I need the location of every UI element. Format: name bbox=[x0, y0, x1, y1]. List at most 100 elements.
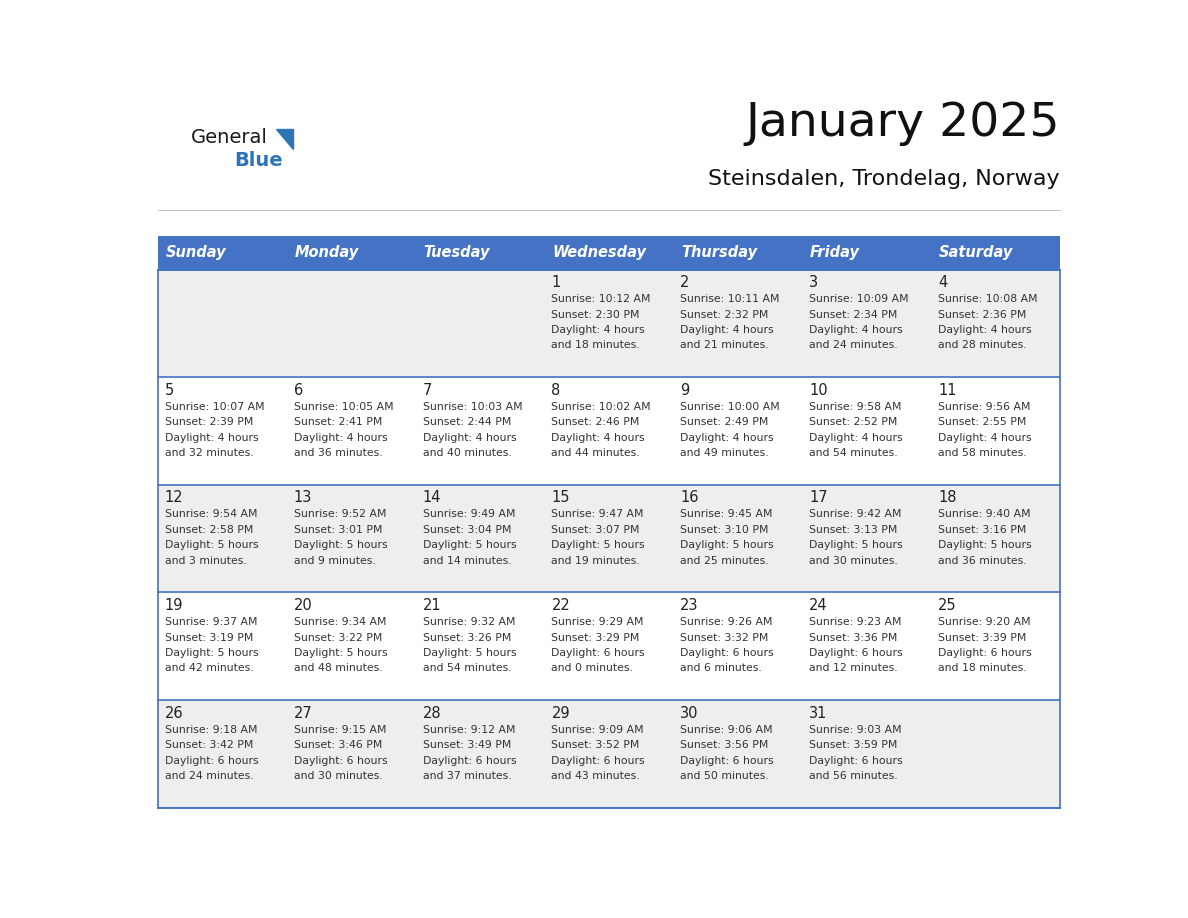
Text: 28: 28 bbox=[423, 706, 441, 721]
Text: Daylight: 5 hours: Daylight: 5 hours bbox=[423, 648, 516, 658]
Text: Sunrise: 9:54 AM: Sunrise: 9:54 AM bbox=[165, 509, 258, 520]
Bar bbox=[931, 485, 1060, 592]
Text: Sunrise: 9:56 AM: Sunrise: 9:56 AM bbox=[939, 402, 1030, 412]
Text: Sunrise: 9:45 AM: Sunrise: 9:45 AM bbox=[681, 509, 772, 520]
Text: Sunset: 2:30 PM: Sunset: 2:30 PM bbox=[551, 309, 640, 319]
Text: Sunset: 2:41 PM: Sunset: 2:41 PM bbox=[293, 418, 383, 427]
Text: and 28 minutes.: and 28 minutes. bbox=[939, 341, 1026, 351]
Text: Sunrise: 10:08 AM: Sunrise: 10:08 AM bbox=[939, 294, 1037, 304]
Text: and 9 minutes.: and 9 minutes. bbox=[293, 555, 375, 565]
Text: 2: 2 bbox=[681, 274, 690, 290]
Bar bbox=[931, 236, 1060, 270]
Text: 17: 17 bbox=[809, 490, 828, 505]
Text: Sunset: 3:13 PM: Sunset: 3:13 PM bbox=[809, 525, 897, 535]
Bar bbox=[286, 485, 416, 592]
Text: and 18 minutes.: and 18 minutes. bbox=[551, 341, 640, 351]
Text: Sunrise: 9:23 AM: Sunrise: 9:23 AM bbox=[809, 617, 902, 627]
Text: 22: 22 bbox=[551, 598, 570, 613]
Text: Sunset: 3:10 PM: Sunset: 3:10 PM bbox=[681, 525, 769, 535]
Polygon shape bbox=[277, 129, 293, 149]
Bar bbox=[931, 377, 1060, 485]
Text: Daylight: 4 hours: Daylight: 4 hours bbox=[293, 432, 387, 442]
Text: and 30 minutes.: and 30 minutes. bbox=[809, 555, 898, 565]
Text: Sunset: 2:46 PM: Sunset: 2:46 PM bbox=[551, 418, 640, 427]
Text: Sunset: 3:19 PM: Sunset: 3:19 PM bbox=[165, 633, 253, 643]
Text: Daylight: 4 hours: Daylight: 4 hours bbox=[551, 432, 645, 442]
Text: Sunset: 3:07 PM: Sunset: 3:07 PM bbox=[551, 525, 640, 535]
Text: Sunrise: 9:06 AM: Sunrise: 9:06 AM bbox=[681, 725, 773, 734]
Text: Daylight: 6 hours: Daylight: 6 hours bbox=[423, 756, 516, 766]
Text: and 49 minutes.: and 49 minutes. bbox=[681, 448, 769, 458]
Text: Friday: Friday bbox=[810, 245, 860, 260]
Bar bbox=[416, 485, 544, 592]
Text: and 21 minutes.: and 21 minutes. bbox=[681, 341, 769, 351]
Text: Sunset: 3:32 PM: Sunset: 3:32 PM bbox=[681, 633, 769, 643]
Text: Sunrise: 9:09 AM: Sunrise: 9:09 AM bbox=[551, 725, 644, 734]
Text: Thursday: Thursday bbox=[681, 245, 757, 260]
Text: 14: 14 bbox=[423, 490, 441, 505]
Text: 31: 31 bbox=[809, 706, 828, 721]
Text: Sunset: 3:39 PM: Sunset: 3:39 PM bbox=[939, 633, 1026, 643]
Text: Sunrise: 9:47 AM: Sunrise: 9:47 AM bbox=[551, 509, 644, 520]
Bar bbox=[158, 377, 286, 485]
Bar bbox=[802, 485, 931, 592]
Bar bbox=[158, 700, 286, 808]
Text: Blue: Blue bbox=[234, 151, 283, 170]
Bar bbox=[544, 270, 674, 377]
Text: and 54 minutes.: and 54 minutes. bbox=[809, 448, 898, 458]
Text: Sunrise: 10:00 AM: Sunrise: 10:00 AM bbox=[681, 402, 781, 412]
Text: 20: 20 bbox=[293, 598, 312, 613]
Bar bbox=[158, 592, 286, 700]
Text: 9: 9 bbox=[681, 383, 689, 397]
Bar bbox=[802, 377, 931, 485]
Bar bbox=[802, 236, 931, 270]
Text: January 2025: January 2025 bbox=[745, 101, 1060, 146]
Text: Daylight: 6 hours: Daylight: 6 hours bbox=[809, 648, 903, 658]
Text: Sunset: 3:01 PM: Sunset: 3:01 PM bbox=[293, 525, 383, 535]
Text: Sunset: 2:32 PM: Sunset: 2:32 PM bbox=[681, 309, 769, 319]
Bar bbox=[674, 592, 802, 700]
Text: Sunrise: 9:18 AM: Sunrise: 9:18 AM bbox=[165, 725, 258, 734]
Text: Sunset: 3:46 PM: Sunset: 3:46 PM bbox=[293, 740, 383, 750]
Bar bbox=[416, 592, 544, 700]
Text: and 24 minutes.: and 24 minutes. bbox=[165, 771, 253, 781]
Text: Daylight: 5 hours: Daylight: 5 hours bbox=[293, 541, 387, 550]
Bar bbox=[544, 377, 674, 485]
Text: 15: 15 bbox=[551, 490, 570, 505]
Bar bbox=[674, 270, 802, 377]
Text: and 18 minutes.: and 18 minutes. bbox=[939, 664, 1026, 673]
Text: Daylight: 6 hours: Daylight: 6 hours bbox=[681, 756, 773, 766]
Text: Daylight: 4 hours: Daylight: 4 hours bbox=[939, 432, 1031, 442]
Text: and 40 minutes.: and 40 minutes. bbox=[423, 448, 511, 458]
Bar bbox=[416, 700, 544, 808]
Text: 13: 13 bbox=[293, 490, 312, 505]
Bar bbox=[158, 236, 286, 270]
Text: Sunrise: 9:32 AM: Sunrise: 9:32 AM bbox=[423, 617, 516, 627]
Text: Sunrise: 10:07 AM: Sunrise: 10:07 AM bbox=[165, 402, 265, 412]
Bar bbox=[931, 592, 1060, 700]
Bar bbox=[802, 592, 931, 700]
Bar bbox=[416, 270, 544, 377]
Text: 11: 11 bbox=[939, 383, 956, 397]
Bar bbox=[416, 377, 544, 485]
Text: and 3 minutes.: and 3 minutes. bbox=[165, 555, 247, 565]
Bar bbox=[931, 700, 1060, 808]
Text: and 36 minutes.: and 36 minutes. bbox=[939, 555, 1026, 565]
Text: and 25 minutes.: and 25 minutes. bbox=[681, 555, 769, 565]
Text: Sunday: Sunday bbox=[165, 245, 226, 260]
Bar bbox=[158, 270, 1060, 808]
Text: Sunset: 2:34 PM: Sunset: 2:34 PM bbox=[809, 309, 897, 319]
Text: Sunset: 2:36 PM: Sunset: 2:36 PM bbox=[939, 309, 1026, 319]
Text: Sunrise: 9:42 AM: Sunrise: 9:42 AM bbox=[809, 509, 902, 520]
Text: Sunrise: 9:29 AM: Sunrise: 9:29 AM bbox=[551, 617, 644, 627]
Text: and 37 minutes.: and 37 minutes. bbox=[423, 771, 511, 781]
Text: Sunset: 2:58 PM: Sunset: 2:58 PM bbox=[165, 525, 253, 535]
Bar bbox=[544, 485, 674, 592]
Text: Sunset: 3:22 PM: Sunset: 3:22 PM bbox=[293, 633, 383, 643]
Text: 21: 21 bbox=[423, 598, 441, 613]
Text: and 30 minutes.: and 30 minutes. bbox=[293, 771, 383, 781]
Bar bbox=[931, 270, 1060, 377]
Text: Daylight: 6 hours: Daylight: 6 hours bbox=[165, 756, 259, 766]
Text: 30: 30 bbox=[681, 706, 699, 721]
Text: Sunset: 3:56 PM: Sunset: 3:56 PM bbox=[681, 740, 769, 750]
